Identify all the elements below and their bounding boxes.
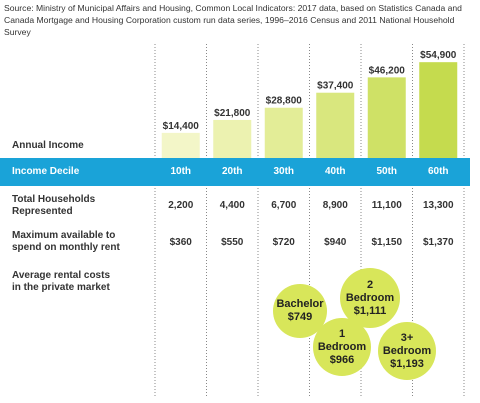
bubble-2-bedroom: 2 Bedroom $1,111 bbox=[340, 268, 400, 328]
income-data-label: $28,800 bbox=[266, 96, 303, 107]
max-rent-value: $1,370 bbox=[422, 237, 454, 248]
income-data-label: $46,200 bbox=[369, 65, 406, 76]
bubble-3-bedroom: 3+ Bedroom $1,193 bbox=[378, 322, 436, 380]
income-bar-40th bbox=[316, 92, 355, 158]
max-rent-value: $550 bbox=[221, 237, 244, 248]
decile-tick-label: 40th bbox=[324, 166, 346, 177]
total-households-value: 4,400 bbox=[219, 200, 245, 211]
decile-tick-label: 50th bbox=[376, 166, 398, 177]
annual-income-label: Annual Income bbox=[12, 140, 84, 151]
max-rent-value: $1,150 bbox=[371, 237, 403, 248]
decile-tick-label: 60th bbox=[427, 166, 449, 177]
income-data-label: $54,900 bbox=[420, 50, 457, 61]
income-data-label: $14,400 bbox=[163, 121, 200, 132]
income-bar-20th bbox=[213, 119, 252, 158]
income-data-label: $21,800 bbox=[214, 108, 251, 119]
max-rent-value: $940 bbox=[324, 237, 347, 248]
income-bar-10th bbox=[161, 132, 200, 158]
total-households-value: 11,100 bbox=[371, 200, 402, 211]
income-bar-30th bbox=[264, 107, 303, 158]
total-households-value: 8,900 bbox=[322, 200, 348, 211]
source-note: Source: Ministry of Municipal Affairs an… bbox=[4, 3, 462, 37]
total-households-value: 13,300 bbox=[422, 200, 454, 211]
decile-tick-label: 10th bbox=[170, 166, 192, 177]
avg-rent-label: Average rental costs in the private marke… bbox=[12, 270, 111, 293]
income-bar-50th bbox=[367, 77, 406, 158]
max-rent-value: $720 bbox=[272, 237, 295, 248]
decile-tick-label: 20th bbox=[221, 166, 243, 177]
total-households-value: 2,200 bbox=[168, 200, 194, 211]
max-rent-value: $360 bbox=[169, 237, 192, 248]
max-rent-label: Maximum available to spend on monthly ren… bbox=[12, 230, 120, 253]
bubble-1-bedroom: 1 Bedroom $966 bbox=[313, 318, 371, 376]
decile-tick-label: 30th bbox=[273, 166, 295, 177]
total-households-label: Total Households Represented bbox=[12, 194, 96, 217]
income-data-label: $37,400 bbox=[317, 81, 354, 92]
income-bar-60th bbox=[419, 62, 458, 158]
income-decile-label: Income Decile bbox=[12, 166, 80, 177]
total-households-value: 6,700 bbox=[271, 200, 297, 211]
income-decile-band bbox=[0, 158, 470, 186]
